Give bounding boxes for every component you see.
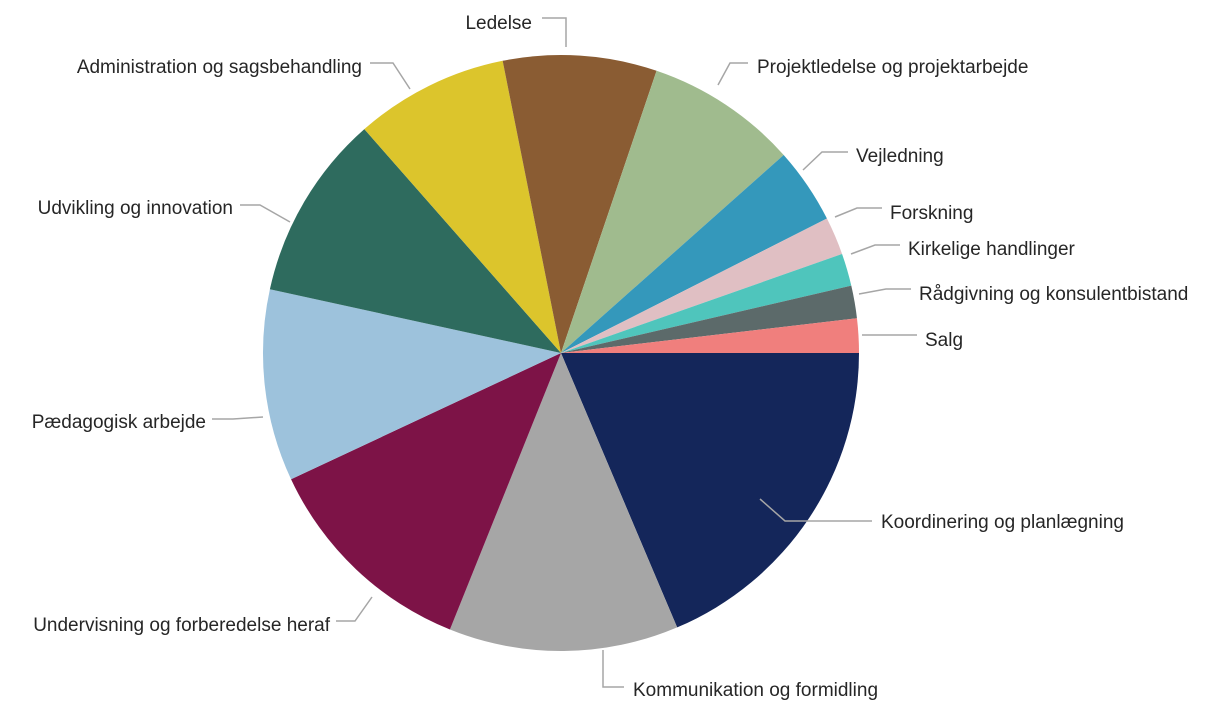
pie-slice-udvikling-og-innovation <box>269 129 561 353</box>
slice-label-kommunikation-og-formidling: Kommunikation og formidling <box>633 680 878 701</box>
pie-slice-raadgivning-og-konsulentbistand <box>561 285 857 353</box>
leader-line-raadgivning-og-konsulentbistand <box>858 288 911 295</box>
pie-slice-salg <box>561 318 859 353</box>
leader-line-forskning <box>834 207 882 218</box>
slices-layer <box>263 54 859 652</box>
slice-label-raadgivning-og-konsulentbistand: Rådgivning og konsulentbistand <box>919 284 1188 305</box>
pie-slice-forskning <box>561 218 843 353</box>
slice-label-salg: Salg <box>925 330 963 351</box>
pie-slice-kirkelige-handlinger <box>561 253 852 353</box>
leader-line-ledelse <box>542 17 567 47</box>
leader-line-administration-og-sagsbehandling <box>370 62 411 90</box>
leader-line-vejledning <box>802 151 848 171</box>
leader-line-paedagogisk-arbejde <box>212 416 264 420</box>
pie-slice-undervisning-og-forberedelse-heraf <box>291 353 561 630</box>
leader-line-koordinering-og-planlaegning <box>759 498 872 522</box>
pie-slice-administration-og-sagsbehandling <box>364 60 561 354</box>
leader-line-kirkelige-handlinger <box>850 244 900 255</box>
slice-label-administration-og-sagsbehandling: Administration og sagsbehandling <box>77 57 362 78</box>
pie-slice-vejledning <box>561 154 827 353</box>
slice-label-ledelse: Ledelse <box>465 13 532 34</box>
slice-label-paedagogisk-arbejde: Pædagogisk arbejde <box>32 412 206 433</box>
leader-line-kommunikation-og-formidling <box>602 650 624 688</box>
pie-slice-paedagogisk-arbejde <box>263 289 561 480</box>
slice-label-kirkelige-handlinger: Kirkelige handlinger <box>908 239 1076 260</box>
pie-slice-koordinering-og-planlaegning <box>561 353 859 628</box>
slice-label-undervisning-og-forberedelse-heraf: Undervisning og forberedelse heraf <box>33 615 331 636</box>
leader-line-udvikling-og-innovation <box>240 204 291 223</box>
slice-label-udvikling-og-innovation: Udvikling og innovation <box>38 198 233 219</box>
slice-label-projektledelse-og-projektarbejde: Projektledelse og projektarbejde <box>757 57 1028 78</box>
pie-slice-kommunikation-og-formidling <box>449 353 678 652</box>
leader-line-undervisning-og-forberedelse-heraf <box>336 596 373 622</box>
pie-slice-ledelse <box>502 54 657 353</box>
leader-lines-layer <box>212 17 917 688</box>
leader-line-projektledelse-og-projektarbejde <box>717 62 748 86</box>
slice-label-koordinering-og-planlaegning: Koordinering og planlægning <box>881 512 1124 533</box>
slice-label-forskning: Forskning <box>890 203 973 224</box>
pie-slice-projektledelse-og-projektarbejde <box>561 70 784 354</box>
labels-layer: Koordinering og planlægning Kommunikation… <box>32 13 1189 701</box>
slice-label-vejledning: Vejledning <box>856 146 944 167</box>
